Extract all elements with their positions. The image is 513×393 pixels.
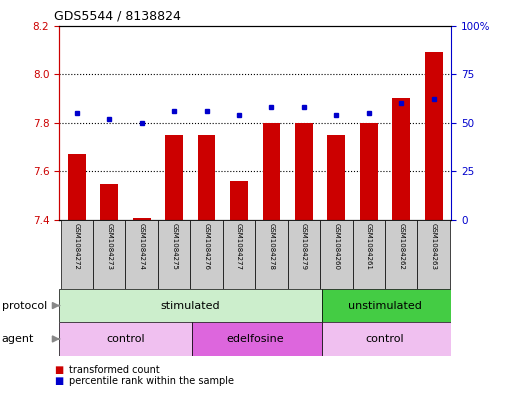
Text: GSM1084260: GSM1084260 [333, 223, 339, 270]
Bar [68, 154, 86, 220]
Text: ■: ■ [54, 376, 63, 386]
Bar [198, 135, 215, 220]
Bar [101, 184, 118, 220]
Text: GSM1084274: GSM1084274 [139, 223, 145, 270]
Text: GSM1084275: GSM1084275 [171, 223, 177, 270]
Bar [322, 322, 451, 356]
Bar [190, 220, 223, 289]
Text: GSM1084272: GSM1084272 [74, 223, 80, 270]
Bar [418, 220, 450, 289]
Bar [158, 220, 190, 289]
Bar [263, 123, 280, 220]
Text: GSM1084278: GSM1084278 [268, 223, 274, 270]
Text: transformed count: transformed count [69, 365, 160, 375]
Text: GDS5544 / 8138824: GDS5544 / 8138824 [54, 10, 181, 23]
Text: percentile rank within the sample: percentile rank within the sample [69, 376, 234, 386]
Text: GSM1084263: GSM1084263 [430, 223, 437, 270]
Text: agent: agent [2, 334, 34, 344]
Bar [425, 52, 443, 220]
Bar [192, 322, 322, 356]
Text: GSM1084273: GSM1084273 [106, 223, 112, 270]
Text: GSM1084262: GSM1084262 [398, 223, 404, 270]
Bar [360, 123, 378, 220]
Bar [126, 220, 158, 289]
Bar [352, 220, 385, 289]
Text: protocol: protocol [2, 301, 47, 310]
Bar [93, 220, 126, 289]
Text: GSM1084279: GSM1084279 [301, 223, 307, 270]
Bar [133, 218, 151, 220]
Bar [322, 289, 451, 322]
Bar [392, 99, 410, 220]
Bar [295, 123, 313, 220]
Text: control: control [106, 334, 145, 344]
Text: unstimulated: unstimulated [348, 301, 422, 310]
Text: GSM1084277: GSM1084277 [236, 223, 242, 270]
Text: GSM1084261: GSM1084261 [366, 223, 372, 270]
Bar [223, 220, 255, 289]
Bar [320, 220, 352, 289]
Bar [165, 135, 183, 220]
Bar [230, 181, 248, 220]
Bar [255, 220, 288, 289]
Text: edelfosine: edelfosine [226, 334, 284, 344]
Bar [385, 220, 418, 289]
Bar [288, 220, 320, 289]
Bar [61, 220, 93, 289]
Text: control: control [366, 334, 404, 344]
Text: ■: ■ [54, 365, 63, 375]
Text: stimulated: stimulated [161, 301, 220, 310]
Bar [59, 289, 322, 322]
Bar [327, 135, 345, 220]
Bar [59, 322, 192, 356]
Text: GSM1084276: GSM1084276 [204, 223, 210, 270]
